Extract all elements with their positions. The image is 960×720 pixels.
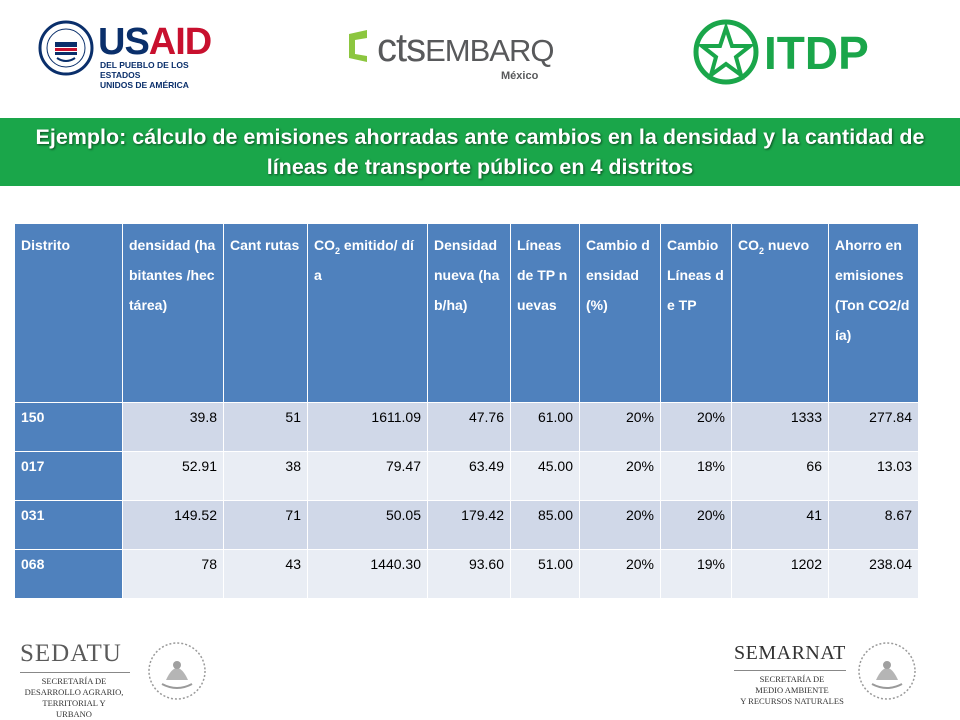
semarnat-wordmark: SEMARNAT	[734, 642, 846, 664]
cell-distrito: 017	[14, 451, 123, 501]
header-cant-rutas: Cant rutas	[223, 223, 308, 403]
cell-cambio-lineas: 20%	[660, 402, 732, 452]
cell-lineas-tp: 61.00	[510, 402, 580, 452]
semarnat-logo: SEMARNAT SECRETARÍA DE MEDIO AMBIENTE Y RE…	[728, 640, 938, 706]
table-row: 031 149.52 71 50.05 179.42 85.00 20% 20%…	[14, 500, 919, 550]
usaid-seal-icon	[38, 20, 94, 76]
cell-distrito: 031	[14, 500, 123, 550]
itdp-wordmark: ITDP	[764, 27, 869, 79]
cell-cant-rutas: 38	[223, 451, 308, 501]
semarnat-divider	[734, 670, 846, 671]
cell-co2-emitido: 1611.09	[307, 402, 428, 452]
cell-cant-rutas: 71	[223, 500, 308, 550]
cell-ahorro: 8.67	[828, 500, 919, 550]
table-header-row: Distrito densidad (habitantes /hectárea)…	[14, 223, 919, 403]
cell-cant-rutas: 43	[223, 549, 308, 599]
cts-embarq-logo: ctsEMBARQ México	[345, 22, 560, 84]
cell-ahorro: 13.03	[828, 451, 919, 501]
itdp-star-icon	[693, 19, 759, 85]
header-cambio-densidad: Cambio densidad (%)	[579, 223, 661, 403]
cell-ahorro: 277.84	[828, 402, 919, 452]
cts-wordmark: ctsEMBARQ	[377, 26, 554, 70]
semarnat-subtitle: SECRETARÍA DE MEDIO AMBIENTE Y RECURSOS NA…	[740, 674, 844, 706]
header-densidad-nueva: Densidad nueva (hab/ha)	[427, 223, 511, 403]
slide-title: Ejemplo: cálculo de emisiones ahorradas …	[35, 125, 925, 179]
cell-distrito: 068	[14, 549, 123, 599]
cell-densidad-nueva: 63.49	[427, 451, 511, 501]
header-co2-nuevo: CO2 nuevo	[731, 223, 829, 403]
cell-cambio-densidad: 20%	[579, 500, 661, 550]
cell-densidad-nueva: 93.60	[427, 549, 511, 599]
cell-lineas-tp: 51.00	[510, 549, 580, 599]
sedatu-divider	[20, 672, 130, 673]
cts-subtitle: México	[501, 70, 539, 82]
cell-co2-nuevo: 66	[731, 451, 829, 501]
header-densidad: densidad (habitantes /hectárea)	[122, 223, 224, 403]
header-ahorro: Ahorro en emisiones (Ton CO2/día)	[828, 223, 919, 403]
sedatu-logo: SEDATU SECRETARÍA DE DESARROLLO AGRARIO, T…	[14, 640, 214, 719]
cell-densidad: 39.8	[122, 402, 224, 452]
cell-cambio-densidad: 20%	[579, 549, 661, 599]
cell-lineas-tp: 85.00	[510, 500, 580, 550]
sedatu-wordmark: SEDATU	[20, 640, 122, 667]
usaid-wordmark: USAID	[98, 21, 212, 63]
cell-co2-nuevo: 1202	[731, 549, 829, 599]
header-lineas-tp: Líneas de TP nuevas	[510, 223, 580, 403]
cell-cambio-lineas: 20%	[660, 500, 732, 550]
cell-densidad: 149.52	[122, 500, 224, 550]
cell-densidad-nueva: 179.42	[427, 500, 511, 550]
cell-cambio-lineas: 19%	[660, 549, 732, 599]
mexico-coat-of-arms-icon	[148, 642, 206, 700]
cell-densidad-nueva: 47.76	[427, 402, 511, 452]
usaid-logo: USAID DEL PUEBLO DE LOS ESTADOS UNIDOS DE…	[38, 20, 228, 90]
cell-ahorro: 238.04	[828, 549, 919, 599]
table-row: 017 52.91 38 79.47 63.49 45.00 20% 18% 6…	[14, 451, 919, 501]
table-row: 068 78 43 1440.30 93.60 51.00 20% 19% 12…	[14, 549, 919, 599]
usaid-subtitle: DEL PUEBLO DE LOS ESTADOS UNIDOS DE AMÉRI…	[100, 60, 189, 90]
cell-co2-emitido: 79.47	[307, 451, 428, 501]
emissions-table: Distrito densidad (habitantes /hectárea)…	[14, 223, 919, 599]
title-banner: Ejemplo: cálculo de emisiones ahorradas …	[0, 118, 960, 186]
itdp-logo: ITDP	[692, 18, 882, 88]
header-co2-emitido: CO2 emitido/ día	[307, 223, 428, 403]
cell-co2-emitido: 50.05	[307, 500, 428, 550]
cell-co2-nuevo: 1333	[731, 402, 829, 452]
cell-cambio-lineas: 18%	[660, 451, 732, 501]
cts-leaf-icon	[349, 30, 367, 62]
mexico-coat-of-arms-icon	[858, 642, 916, 700]
header-cambio-lineas: Cambio Líneas de TP	[660, 223, 732, 403]
cell-co2-emitido: 1440.30	[307, 549, 428, 599]
table-row: 150 39.8 51 1611.09 47.76 61.00 20% 20% …	[14, 402, 919, 452]
cell-cambio-densidad: 20%	[579, 402, 661, 452]
cell-densidad: 78	[122, 549, 224, 599]
cell-co2-nuevo: 41	[731, 500, 829, 550]
header-distrito: Distrito	[14, 223, 123, 403]
cell-cant-rutas: 51	[223, 402, 308, 452]
cell-lineas-tp: 45.00	[510, 451, 580, 501]
cell-densidad: 52.91	[122, 451, 224, 501]
sedatu-subtitle: SECRETARÍA DE DESARROLLO AGRARIO, TERRITOR…	[24, 676, 124, 719]
cell-distrito: 150	[14, 402, 123, 452]
cell-cambio-densidad: 20%	[579, 451, 661, 501]
